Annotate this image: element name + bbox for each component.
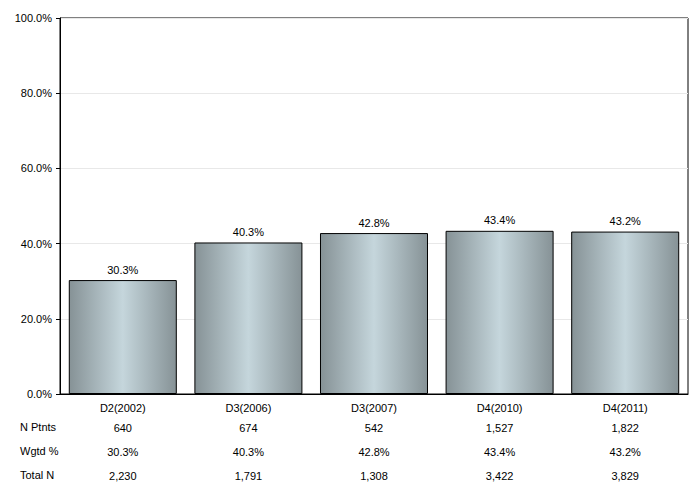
svg-text:542: 542 xyxy=(365,422,383,434)
svg-text:30.3%: 30.3% xyxy=(107,446,138,458)
svg-text:640: 640 xyxy=(114,422,132,434)
svg-text:0.0%: 0.0% xyxy=(27,388,52,400)
svg-text:1,791: 1,791 xyxy=(235,470,263,482)
svg-text:43.2%: 43.2% xyxy=(610,215,641,227)
svg-text:D3(2007): D3(2007) xyxy=(351,402,397,414)
svg-text:1,527: 1,527 xyxy=(486,422,514,434)
svg-text:30.3%: 30.3% xyxy=(107,264,138,276)
svg-text:40.0%: 40.0% xyxy=(21,238,52,250)
svg-text:2,230: 2,230 xyxy=(109,470,137,482)
svg-text:60.0%: 60.0% xyxy=(21,162,52,174)
svg-text:Wgtd %: Wgtd % xyxy=(20,445,59,457)
svg-text:43.4%: 43.4% xyxy=(484,214,515,226)
svg-text:42.8%: 42.8% xyxy=(358,217,389,229)
svg-text:1,822: 1,822 xyxy=(611,422,639,434)
svg-text:3,829: 3,829 xyxy=(611,470,639,482)
svg-text:1,308: 1,308 xyxy=(360,470,388,482)
svg-text:674: 674 xyxy=(239,422,257,434)
svg-text:43.4%: 43.4% xyxy=(484,446,515,458)
svg-text:40.3%: 40.3% xyxy=(233,446,264,458)
svg-text:D4(2011): D4(2011) xyxy=(603,402,648,414)
svg-text:D2(2002): D2(2002) xyxy=(100,402,146,414)
svg-text:43.2%: 43.2% xyxy=(610,446,641,458)
svg-text:Total N: Total N xyxy=(20,469,54,481)
svg-text:N Ptnts: N Ptnts xyxy=(20,421,57,433)
svg-text:100.0%: 100.0% xyxy=(15,12,53,24)
svg-text:40.3%: 40.3% xyxy=(233,226,264,238)
svg-text:80.0%: 80.0% xyxy=(21,87,52,99)
svg-text:D4(2010): D4(2010) xyxy=(477,402,523,414)
svg-text:D3(2006): D3(2006) xyxy=(225,402,271,414)
svg-text:42.8%: 42.8% xyxy=(358,446,389,458)
svg-text:3,422: 3,422 xyxy=(486,470,514,482)
svg-text:20.0%: 20.0% xyxy=(21,313,52,325)
